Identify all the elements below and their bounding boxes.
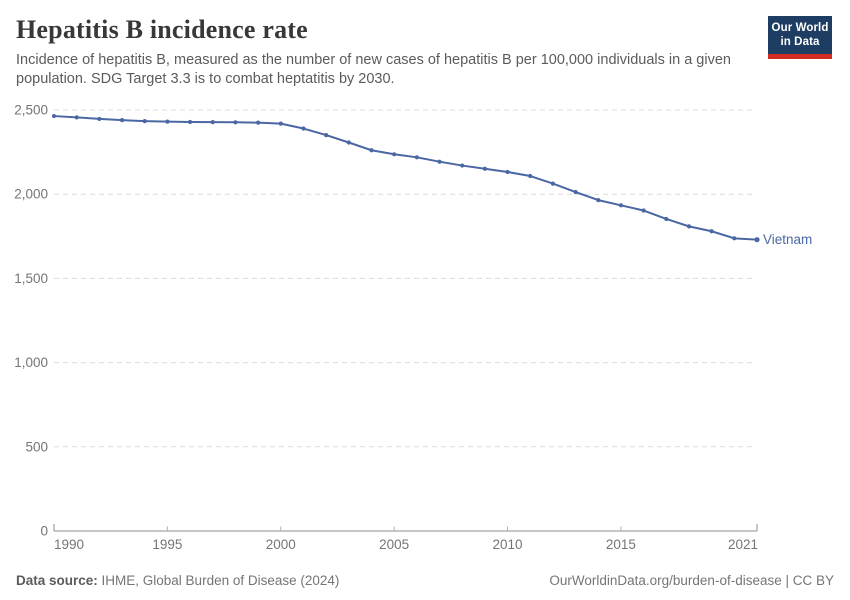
x-tick-label: 2005 bbox=[379, 537, 409, 552]
data-point[interactable] bbox=[278, 121, 283, 126]
data-point[interactable] bbox=[754, 237, 760, 243]
owid-logo-line2: in Data bbox=[780, 36, 820, 49]
chart-subtitle: Incidence of hepatitis B, measured as th… bbox=[16, 52, 731, 88]
x-tick-label: 1990 bbox=[54, 537, 84, 552]
data-point[interactable] bbox=[142, 119, 147, 124]
data-point[interactable] bbox=[414, 155, 419, 160]
x-tick-label: 2015 bbox=[606, 537, 636, 552]
data-point[interactable] bbox=[460, 163, 465, 168]
data-point[interactable] bbox=[618, 203, 624, 208]
x-tick-label: 1995 bbox=[152, 537, 182, 552]
data-point[interactable] bbox=[732, 236, 737, 241]
data-point[interactable] bbox=[301, 126, 306, 131]
y-tick-label: 2,000 bbox=[14, 187, 48, 202]
data-point[interactable] bbox=[482, 166, 487, 171]
data-source: Data source: IHME, Global Burden of Dise… bbox=[16, 573, 339, 588]
y-tick-label: 500 bbox=[25, 439, 48, 454]
data-point[interactable] bbox=[369, 148, 374, 153]
data-source-label: Data source: bbox=[16, 573, 98, 588]
data-point[interactable] bbox=[664, 216, 669, 222]
y-tick-label: 1,000 bbox=[14, 355, 48, 370]
data-point[interactable] bbox=[255, 120, 261, 125]
data-line[interactable] bbox=[53, 115, 758, 241]
page-title: Hepatitis B incidence rate bbox=[16, 15, 308, 44]
owid-logo[interactable]: Our World in Data bbox=[768, 16, 832, 59]
x-tick-label: 2010 bbox=[493, 537, 523, 552]
data-point[interactable] bbox=[596, 197, 601, 203]
data-point[interactable] bbox=[165, 119, 170, 124]
entity-label[interactable]: Vietnam bbox=[763, 232, 812, 247]
data-point[interactable] bbox=[550, 181, 556, 186]
y-tick-label: 2,500 bbox=[14, 103, 48, 118]
x-tick-label: 2000 bbox=[266, 537, 296, 552]
x-tick-label: 2021 bbox=[728, 537, 758, 552]
data-point[interactable] bbox=[641, 208, 646, 213]
data-point[interactable] bbox=[210, 120, 215, 125]
data-point[interactable] bbox=[233, 120, 238, 125]
data-point[interactable] bbox=[51, 113, 57, 119]
chart-footer: Data source: IHME, Global Burden of Dise… bbox=[16, 573, 834, 588]
data-source-value: IHME, Global Burden of Disease (2024) bbox=[97, 573, 340, 588]
data-point[interactable] bbox=[346, 140, 351, 145]
data-point[interactable] bbox=[119, 118, 125, 123]
data-point[interactable] bbox=[686, 224, 692, 229]
y-tick-label: 1,500 bbox=[14, 271, 48, 286]
data-point[interactable] bbox=[324, 132, 329, 138]
data-point[interactable] bbox=[392, 152, 397, 157]
owid-logo-line1: Our World bbox=[771, 22, 829, 34]
y-tick-label: 0 bbox=[40, 524, 48, 539]
credit-line[interactable]: OurWorldinData.org/burden-of-disease | C… bbox=[549, 573, 834, 588]
data-point[interactable] bbox=[97, 116, 102, 122]
data-point[interactable] bbox=[709, 229, 714, 234]
data-point[interactable] bbox=[187, 119, 193, 125]
data-point[interactable] bbox=[437, 159, 442, 164]
data-point[interactable] bbox=[528, 173, 533, 179]
data-point[interactable] bbox=[505, 169, 510, 175]
data-point[interactable] bbox=[74, 115, 79, 120]
data-point[interactable] bbox=[573, 189, 578, 195]
